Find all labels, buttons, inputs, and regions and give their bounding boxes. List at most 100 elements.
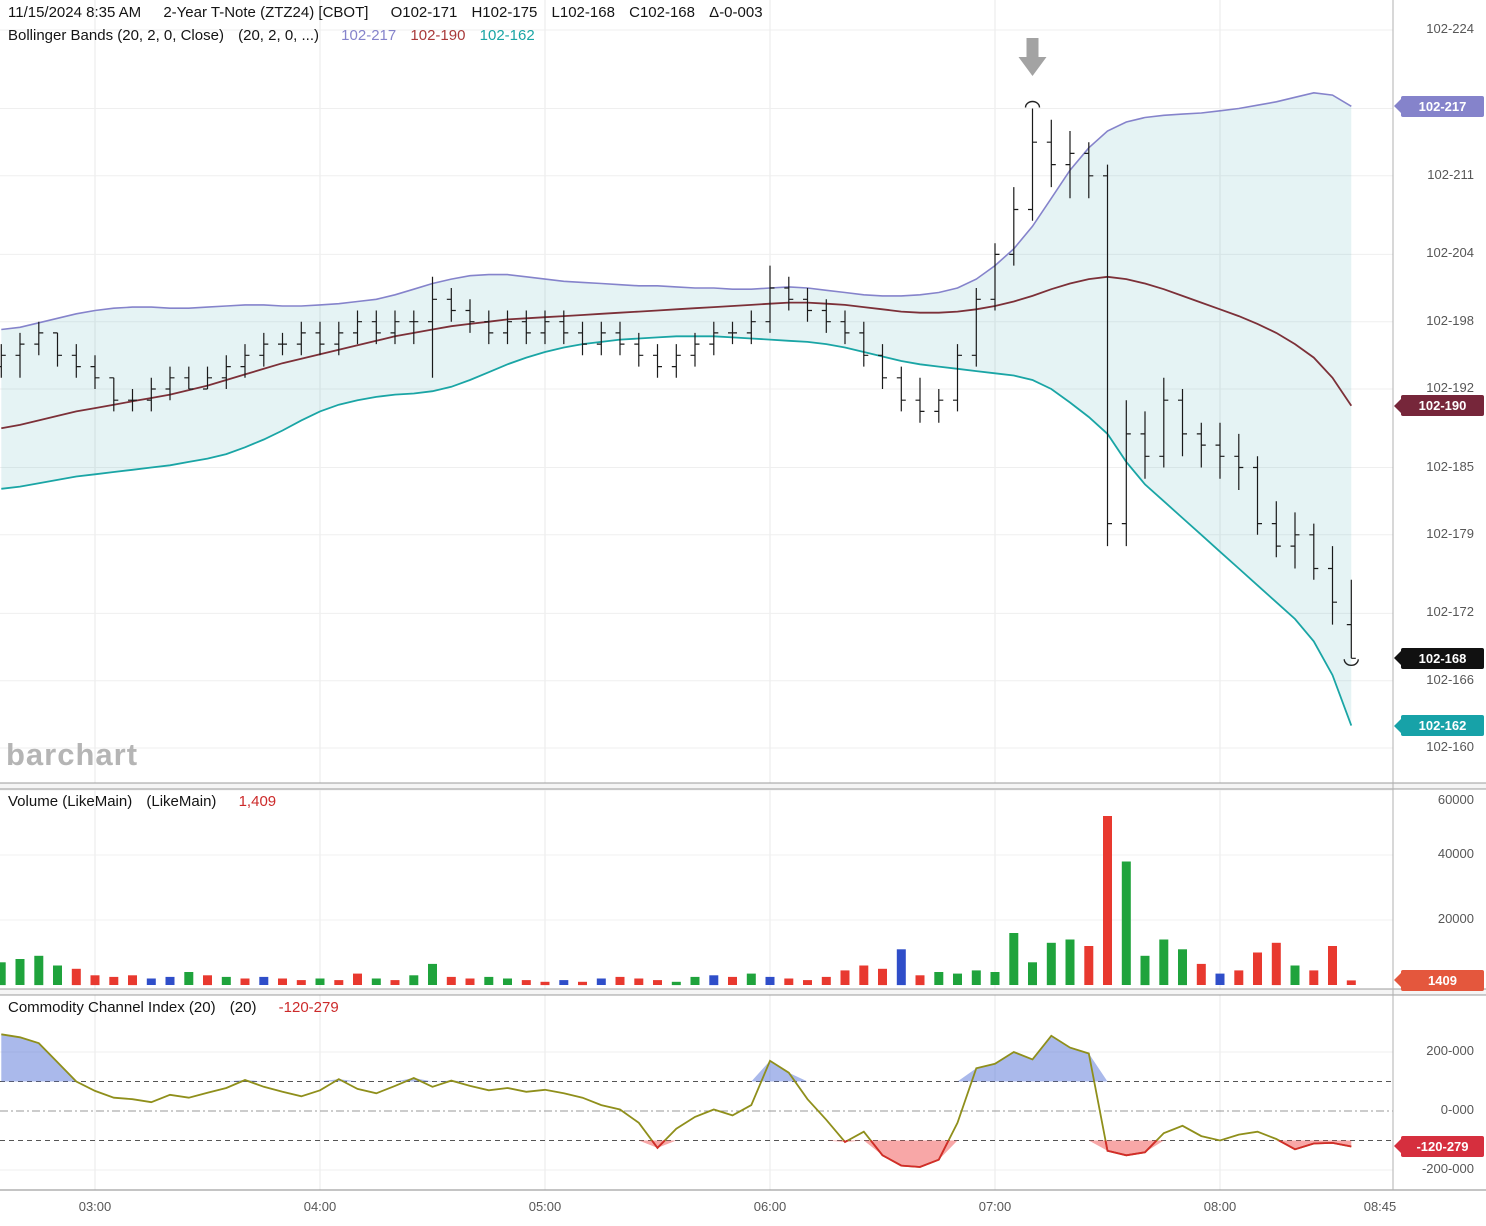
cci-line-oversold	[1104, 1139, 1158, 1157]
volume-bar	[0, 962, 6, 986]
volume-bar	[878, 968, 887, 986]
volume-value: 1,409	[238, 793, 277, 810]
volume-bar	[1009, 933, 1019, 985]
volume-bar	[315, 978, 325, 985]
cci-line-oversold	[1278, 1139, 1352, 1151]
volume-bar	[465, 978, 475, 985]
volume-bar	[165, 976, 175, 985]
volume-bar	[90, 975, 100, 986]
barchart-logo: barchart	[6, 737, 139, 772]
volume-bars	[0, 816, 1356, 986]
volume-bar	[146, 978, 156, 985]
volume-bar	[1309, 970, 1319, 985]
cci-value: -120-279	[278, 999, 339, 1016]
volume-bar	[559, 980, 569, 985]
bollinger-middle-value: 102-190	[410, 27, 466, 44]
bollinger-label: Bollinger Bands (20, 2, 0, Close)	[8, 27, 224, 44]
volume-params: (LikeMain)	[146, 793, 217, 810]
volume-bar	[634, 978, 644, 985]
cci-label: Commodity Channel Index (20)	[8, 999, 216, 1016]
volume-bar	[15, 959, 25, 985]
cci-line-oversold	[843, 1139, 849, 1144]
volume-bar	[540, 981, 550, 986]
volume-bar	[334, 980, 344, 985]
volume-bar	[1140, 955, 1150, 986]
bollinger-upper-line	[1, 91, 1352, 331]
bollinger-band	[1, 91, 1353, 726]
bollinger-lower-value: 102-162	[479, 27, 535, 44]
title-datetime: 11/15/2024 8:35 AM	[8, 4, 142, 21]
volume-bar	[221, 976, 231, 985]
volume-bar	[278, 978, 287, 985]
volume-bar	[1159, 939, 1169, 985]
volume-bar	[259, 976, 269, 985]
volume-bar	[446, 976, 456, 985]
cci-params: (20)	[229, 999, 257, 1016]
volume-bar	[1290, 965, 1300, 985]
cci-oversold-fill	[1, 1140, 1352, 1167]
cci-plot	[1, 1033, 1352, 1168]
volume-bar	[409, 975, 419, 986]
volume-bar	[690, 976, 700, 985]
volume-bar	[728, 976, 737, 985]
volume-bar	[109, 976, 119, 985]
volume-bar	[971, 970, 981, 985]
volume-bar	[578, 981, 587, 986]
volume-bar	[915, 975, 925, 986]
volume-bar	[990, 972, 1000, 985]
volume-bar	[896, 949, 906, 986]
volume-bar	[784, 978, 794, 985]
volume-bar	[765, 976, 775, 985]
cci-title-row: Commodity Channel Index (20) (20) -120-2…	[8, 999, 349, 1016]
volume-bar	[1065, 939, 1075, 985]
indicator-title-row: Bollinger Bands (20, 2, 0, Close) (20, 2…	[8, 27, 545, 44]
volume-bar	[671, 981, 681, 986]
volume-bar	[934, 972, 944, 985]
volume-bar	[521, 980, 531, 985]
volume-bar	[371, 978, 381, 985]
volume-bar	[1234, 970, 1244, 985]
title-instrument: 2-Year T-Note (ZTZ24) [CBOT]	[163, 4, 369, 21]
volume-bar	[953, 973, 962, 985]
volume-bar	[1215, 973, 1225, 985]
volume-bar	[296, 980, 306, 985]
volume-bar	[653, 980, 662, 985]
cci-overbought-fill	[1, 1034, 1352, 1082]
volume-bar	[1196, 963, 1206, 985]
annotations	[1018, 38, 1359, 666]
volume-bar	[128, 975, 137, 986]
volume-bar	[34, 955, 44, 986]
session-high-mark	[1024, 100, 1041, 108]
volume-bar	[1084, 946, 1094, 985]
volume-bar	[484, 976, 494, 985]
volume-bar	[390, 980, 400, 985]
volume-bar	[71, 968, 81, 986]
volume-bar	[1028, 962, 1037, 986]
volume-bar	[821, 976, 831, 985]
volume-bar	[596, 978, 606, 985]
volume-bar	[1103, 816, 1112, 985]
volume-bar	[1346, 980, 1356, 985]
ohlc-bars	[0, 108, 1356, 659]
title-change: Δ-0-003	[709, 4, 763, 21]
panel-separators	[0, 0, 1486, 1191]
volume-bar	[859, 965, 869, 985]
down-arrow-icon	[1018, 38, 1047, 76]
volume-title-row: Volume (LikeMain) (LikeMain) 1,409	[8, 793, 286, 810]
volume-bar	[203, 975, 212, 986]
volume-bar	[1178, 949, 1187, 986]
volume-bar	[428, 963, 437, 985]
volume-bar	[1253, 952, 1262, 985]
cci-line-oversold	[870, 1139, 950, 1168]
cci-gridlines	[0, 1051, 1393, 1171]
volume-bar	[353, 973, 362, 985]
volume-gridlines	[0, 789, 1393, 921]
chart-title-row: 11/15/2024 8:35 AM 2-Year T-Note (ZTZ24)…	[8, 4, 773, 21]
volume-bar	[184, 972, 194, 985]
volume-label: Volume (LikeMain)	[8, 793, 133, 810]
volume-bar	[803, 980, 812, 985]
volume-bar	[746, 973, 756, 985]
